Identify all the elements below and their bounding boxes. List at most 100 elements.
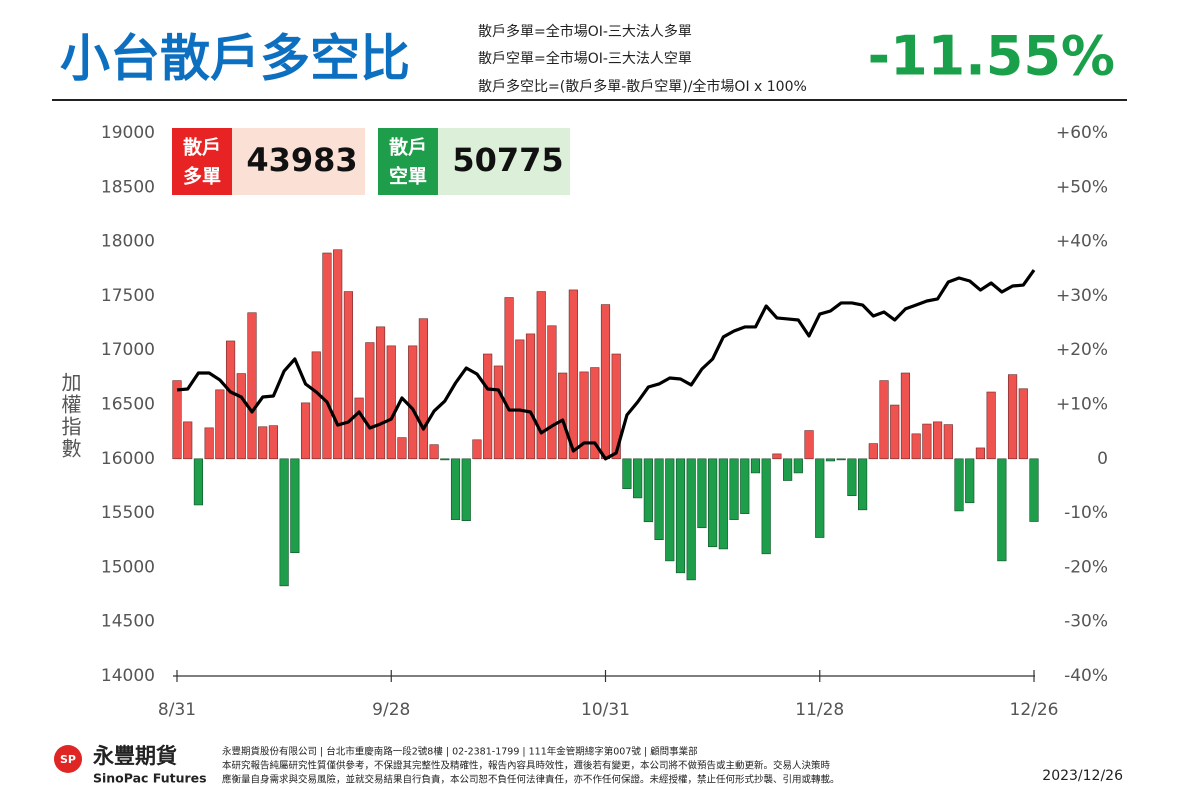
y-tick-label: 19000: [101, 123, 155, 143]
definition: 散戶空單=全市場OI-三大法人空單: [478, 50, 692, 67]
bar: [568, 289, 578, 460]
definition: 散戶多空比=(散戶多單-散戶空單)/全市場OI x 100%: [478, 78, 807, 95]
bar: [290, 458, 300, 554]
bar: [493, 365, 503, 460]
bar: [418, 318, 428, 460]
definition: 散戶多單=全市場OI-三大法人多單: [478, 23, 692, 40]
bar: [718, 458, 728, 550]
bar: [525, 333, 536, 460]
bar: [204, 427, 214, 460]
bar: [750, 458, 761, 474]
badge-value: 50775: [452, 141, 563, 179]
bar: [300, 402, 311, 460]
x-tick-label: 10/31: [581, 700, 630, 720]
bar: [868, 443, 878, 460]
bar: [258, 426, 268, 460]
bar: [193, 458, 204, 506]
bar: [890, 404, 900, 460]
bar: [247, 312, 257, 460]
badge-label-bg: [172, 128, 232, 195]
bar: [943, 424, 953, 460]
bar: [354, 397, 364, 460]
bar: [279, 458, 289, 587]
x-tick-label: 12/26: [1010, 700, 1059, 720]
bar: [429, 444, 439, 460]
bar: [311, 351, 321, 460]
date: 2023/12/26: [1042, 768, 1123, 784]
bar: [729, 458, 739, 520]
y-tick-label: 18500: [101, 177, 155, 197]
bar: [215, 389, 225, 460]
y2-tick-label: +50%: [1056, 177, 1108, 197]
bar: [900, 372, 911, 460]
bar: [804, 430, 814, 460]
bar: [954, 458, 964, 512]
title: 小台散戶多空比: [60, 30, 410, 88]
bar: [922, 423, 932, 460]
bar: [858, 458, 868, 511]
y-tick-label: 15000: [101, 557, 155, 577]
bar: [440, 458, 450, 461]
y2-tick-label: +40%: [1056, 232, 1108, 252]
bar: [847, 458, 857, 497]
bar: [536, 291, 546, 460]
y-tick-label: 18000: [101, 232, 155, 252]
y2-tick-label: -10%: [1064, 503, 1108, 523]
bar: [697, 458, 707, 529]
badge-value: 43983: [246, 141, 357, 179]
footer-line: 永豐期貨股份有限公司 | 台北市重慶南路一段2號8樓 | 02-2381-179…: [222, 746, 698, 758]
bar: [675, 458, 686, 574]
bar: [461, 458, 471, 522]
badge-label: 空單: [389, 165, 427, 188]
bar: [933, 421, 943, 460]
bar: [558, 372, 568, 460]
bar: [686, 458, 696, 581]
bar: [793, 458, 803, 474]
bar: [1018, 388, 1028, 460]
bar: [504, 297, 514, 460]
bar: [579, 371, 589, 460]
bar: [879, 380, 889, 460]
bar: [386, 345, 396, 460]
y-tick-label: 17500: [101, 286, 155, 306]
bar: [343, 291, 353, 460]
x-tick-label: 11/28: [795, 700, 844, 720]
y-tick-label: 14000: [101, 666, 155, 686]
logo-mark: SP: [60, 753, 76, 766]
bar: [397, 437, 407, 460]
badge-label: 多單: [183, 165, 221, 188]
bar: [611, 353, 621, 460]
bar: [825, 458, 836, 462]
bar: [590, 367, 600, 460]
y2-tick-label: -30%: [1064, 612, 1108, 632]
index-line: [176, 269, 1036, 461]
badge-label: 散戶: [183, 136, 221, 159]
bar: [708, 458, 718, 548]
y2-tick-label: +10%: [1056, 395, 1108, 415]
y2-tick-label: 0: [1097, 449, 1108, 469]
bar: [268, 425, 278, 460]
y-tick-label: 15500: [101, 503, 155, 523]
bar: [975, 447, 986, 460]
y-tick-label: 16500: [101, 395, 155, 415]
bar: [761, 458, 771, 555]
badge-value-bg: [438, 128, 570, 195]
bar: [911, 433, 921, 460]
bar: [515, 339, 525, 460]
bar: [375, 326, 386, 460]
bar: [333, 249, 343, 460]
y2-tick-label: +30%: [1056, 286, 1108, 306]
badge-label: 散戶: [389, 136, 427, 159]
bar: [172, 380, 182, 460]
footer-line: 應衡量自身需求與交易風險，並就交易結果自行負責，本公司恕不負任何法律責任，亦不作…: [222, 774, 840, 786]
headline: -11.55%: [868, 25, 1115, 88]
logo: [54, 745, 82, 773]
bar: [183, 421, 193, 460]
bar: [547, 325, 557, 460]
badge-value-bg: [232, 128, 365, 195]
y2-tick-label: +20%: [1056, 340, 1108, 360]
bar: [643, 458, 653, 523]
bar: [740, 458, 750, 514]
